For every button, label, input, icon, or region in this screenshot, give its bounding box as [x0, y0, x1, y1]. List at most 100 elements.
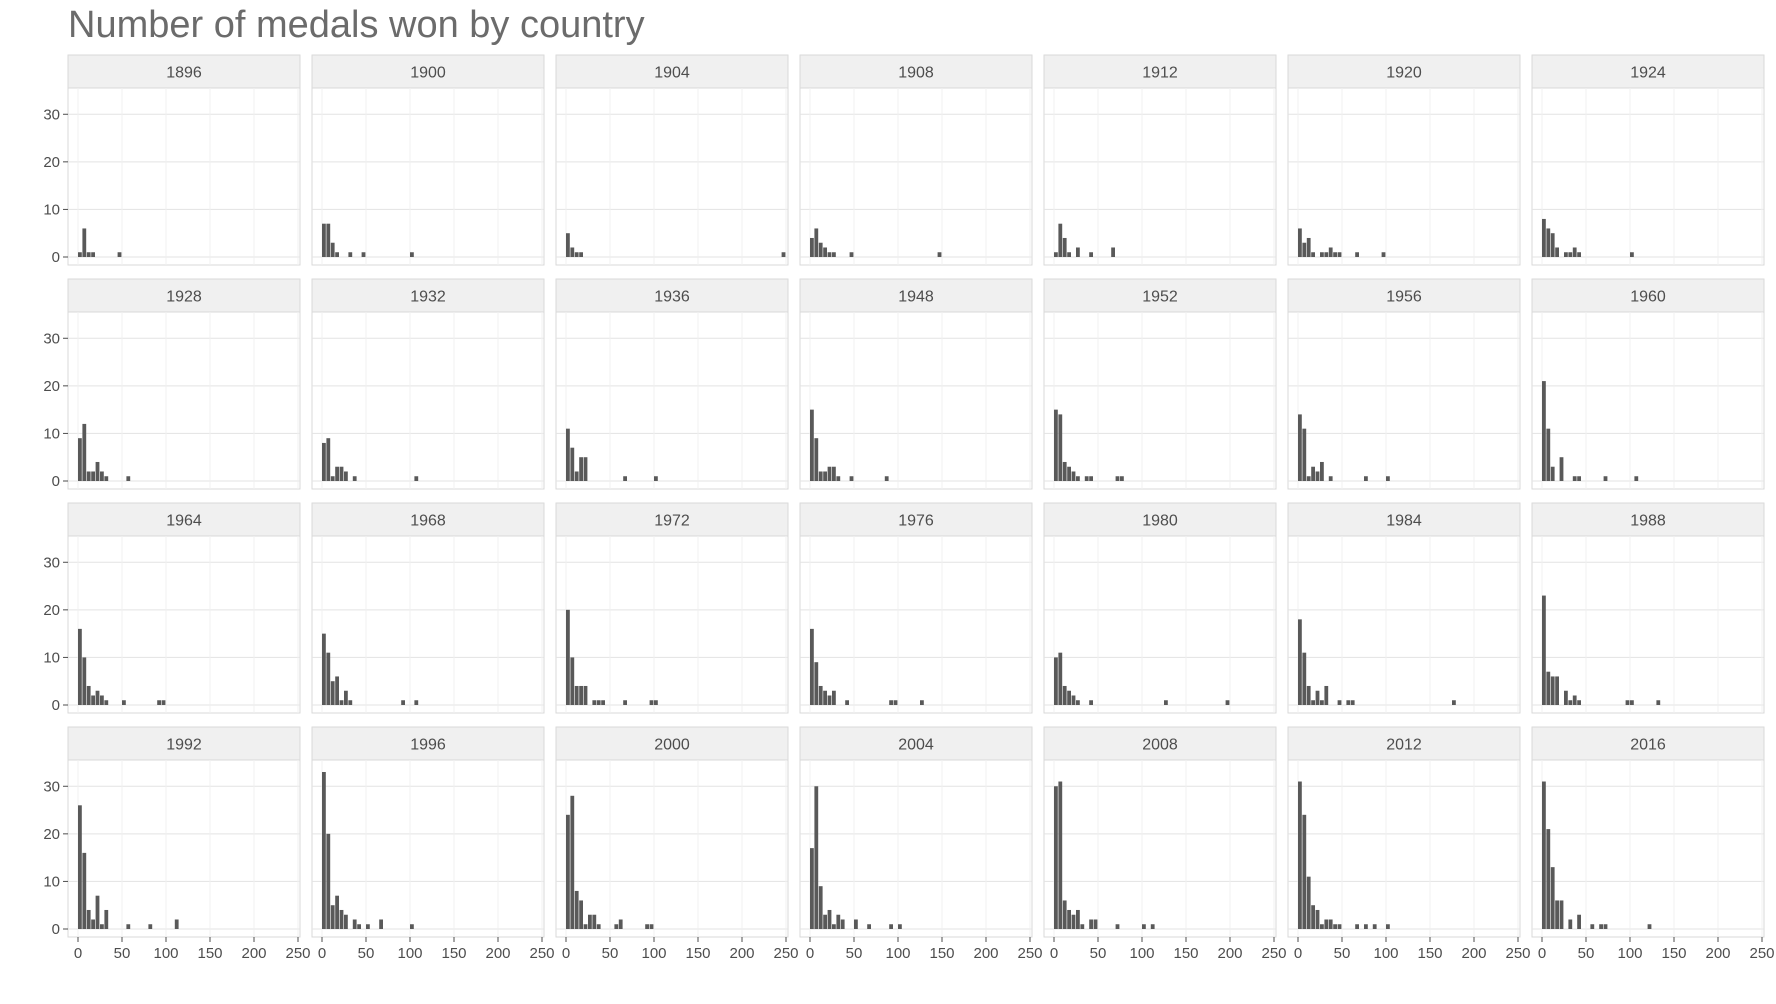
histogram-bar [326, 438, 331, 481]
histogram-bar [814, 228, 819, 257]
histogram-bar [1076, 247, 1080, 257]
histogram-bar [339, 466, 344, 481]
y-tick-label: 20 [43, 826, 60, 843]
histogram-bar [579, 685, 583, 705]
histogram-bar [352, 476, 357, 481]
facet-panel: 1964 0 10 20 30 [43, 502, 301, 714]
strip-label: 1976 [898, 513, 934, 530]
histogram-bar [832, 690, 836, 705]
panel-background [311, 311, 545, 490]
histogram-bar [1067, 690, 1071, 705]
histogram-bar [1634, 476, 1639, 481]
histogram-bar [592, 700, 597, 705]
histogram-bar [82, 657, 87, 705]
histogram-bar [1111, 247, 1115, 257]
x-tick-label: 150 [1173, 945, 1198, 962]
histogram-bar [1337, 700, 1342, 705]
histogram-bar [326, 833, 331, 929]
histogram-bar [818, 886, 823, 929]
histogram-bar [823, 690, 827, 705]
panel-background [67, 311, 301, 490]
histogram-bar [339, 700, 344, 705]
x-tick-label: 150 [197, 945, 222, 962]
histogram-bar [1572, 476, 1577, 481]
histogram-bar [867, 924, 871, 929]
histogram-bar [814, 786, 819, 929]
x-tick-label: 150 [1417, 945, 1442, 962]
histogram-bar [1320, 461, 1324, 481]
histogram-bar [570, 657, 575, 705]
histogram-bar [1093, 919, 1098, 929]
histogram-bar [1355, 252, 1359, 257]
x-tick-label: 100 [641, 945, 666, 962]
histogram-bar [414, 700, 419, 705]
histogram-bar [1120, 476, 1124, 481]
histogram-bar [330, 905, 335, 929]
facet-panel: 1968 [311, 502, 545, 714]
histogram-bar [91, 919, 95, 929]
histogram-bar [122, 700, 126, 705]
x-tick-label: 250 [1505, 945, 1530, 962]
histogram-bar [654, 700, 658, 705]
y-tick-label: 0 [52, 697, 60, 714]
histogram-bar [1076, 909, 1080, 929]
histogram-bar [1311, 466, 1315, 481]
histogram-bar [579, 900, 583, 929]
histogram-bar [352, 919, 357, 929]
histogram-bar [1315, 471, 1320, 481]
chart-title: Number of medals won by country [68, 4, 645, 46]
histogram-bar [174, 919, 179, 929]
panel-background [67, 87, 301, 266]
strip-background [799, 502, 1033, 537]
histogram-bar [1311, 252, 1315, 257]
histogram-bar [78, 252, 82, 257]
histogram-bar [1315, 909, 1320, 929]
strip-background [1531, 54, 1765, 89]
histogram-bar [1577, 914, 1581, 929]
histogram-bar [1386, 476, 1390, 481]
histogram-bar [1577, 252, 1581, 257]
facet-panel: 1936 [555, 278, 789, 490]
histogram-bar [1590, 924, 1595, 929]
histogram-bar [1577, 476, 1581, 481]
histogram-bar [1550, 466, 1555, 481]
histogram-bar [1298, 619, 1302, 705]
histogram-bar [1324, 685, 1329, 705]
histogram-bar [1067, 252, 1071, 257]
histogram-bar [1647, 924, 1652, 929]
histogram-bar [832, 924, 836, 929]
histogram-bar [322, 633, 326, 705]
histogram-bar [1298, 414, 1302, 481]
histogram-bar [1364, 476, 1368, 481]
strip-label: 2004 [898, 737, 934, 754]
facet-panel: 1996 0 50 100 150 200 250 [311, 726, 555, 962]
facet-panel: 1920 [1287, 54, 1521, 266]
facet-panel: 1988 [1531, 502, 1765, 714]
histogram-bar [574, 890, 579, 929]
x-tick-label: 250 [1017, 945, 1042, 962]
panel-background [311, 759, 545, 938]
histogram-bar [1355, 924, 1359, 929]
y-tick-label: 0 [52, 249, 60, 266]
facet-panel: 1904 [555, 54, 789, 266]
histogram-bar [322, 772, 326, 929]
y-tick-label: 30 [43, 330, 60, 347]
histogram-bar [86, 685, 91, 705]
facet-panel: 1976 [799, 502, 1033, 714]
histogram-bar [836, 914, 841, 929]
panel-background [1043, 759, 1277, 938]
x-tick-label: 0 [318, 945, 326, 962]
y-tick-label: 30 [43, 554, 60, 571]
panel-background [1287, 759, 1521, 938]
histogram-bar [1062, 237, 1067, 257]
histogram-bar [1089, 476, 1093, 481]
panel-background [799, 759, 1033, 938]
histogram-bar [339, 909, 344, 929]
histogram-bar [920, 700, 924, 705]
histogram-bar [82, 423, 87, 481]
x-tick-label: 200 [485, 945, 510, 962]
histogram-bar [810, 848, 814, 929]
histogram-bar [348, 252, 353, 257]
x-tick-label: 0 [806, 945, 814, 962]
histogram-bar [100, 471, 104, 481]
